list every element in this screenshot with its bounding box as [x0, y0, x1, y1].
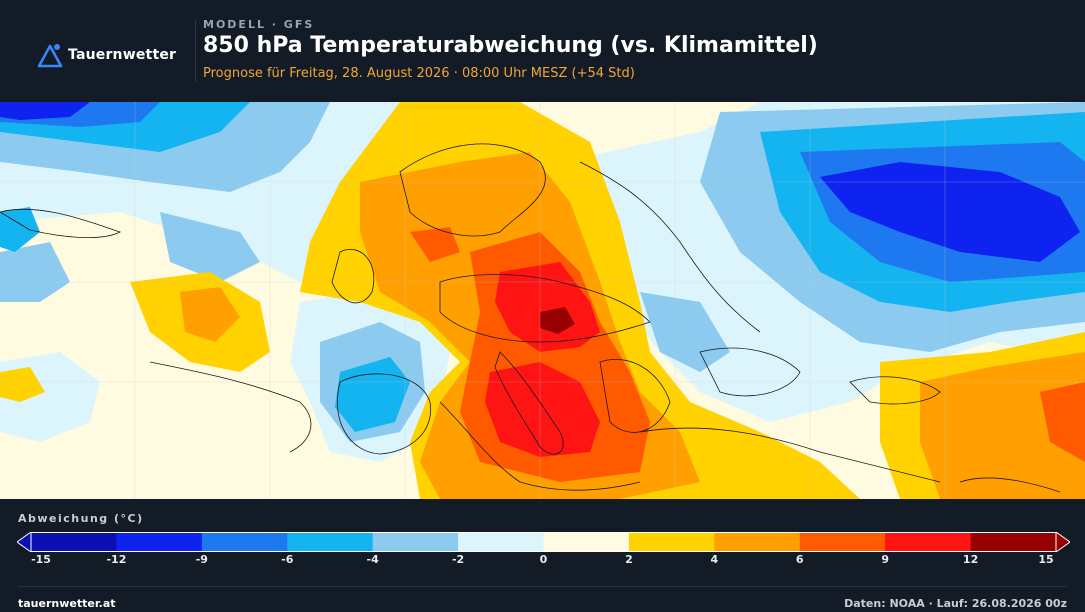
- colorbar-tick-label: 4: [710, 553, 719, 566]
- colorbar-segment: [116, 532, 203, 552]
- anomaly-band-dark-red: [540, 307, 575, 334]
- colorbar-frame: [30, 532, 1057, 552]
- legend-label: Abweichung (°C): [18, 512, 144, 525]
- colorbar-tick-label: 15: [1038, 553, 1054, 566]
- anomaly-map[interactable]: [0, 102, 1085, 499]
- anomaly-band-red: [485, 262, 600, 457]
- colorbar-segment: [885, 532, 972, 552]
- colorbar-tick-label: -6: [281, 553, 294, 566]
- colorbar-segment: [201, 532, 288, 552]
- footer-source: Daten: NOAA · Lauf: 26.08.2026 00z: [844, 597, 1067, 610]
- colorbar-tick-label: -12: [106, 553, 127, 566]
- colorbar-tick-label: -15: [31, 553, 51, 566]
- logo-text: Tauernwetter: [68, 47, 177, 63]
- colorbar-max-arrow: [1055, 531, 1071, 553]
- colorbar-segment: [714, 532, 801, 552]
- header: Tauernwetter MODELL · GFS 850 hPa Temper…: [0, 0, 1085, 102]
- colorbar-tick-label: -4: [366, 553, 379, 566]
- colorbar-segment: [287, 532, 374, 552]
- colorbar-svg: [16, 531, 1071, 553]
- colorbar-segment: [628, 532, 715, 552]
- colorbar-tick-label: 9: [881, 553, 889, 566]
- colorbar-tick-label: -2: [451, 553, 465, 566]
- anomaly-map-svg: [0, 102, 1085, 499]
- colorbar-segment: [31, 532, 117, 552]
- colorbar-ticks: -15 -12 -9 -6 -4 -2 0 2 4 6 9 12 15: [0, 553, 1085, 569]
- colorbar-tick-label: -9: [195, 553, 208, 566]
- colorbar-segment: [458, 532, 544, 552]
- logo[interactable]: Tauernwetter: [37, 42, 176, 68]
- colorbar-min-arrow: [16, 531, 32, 553]
- colorbar-segment: [799, 532, 886, 552]
- coastlines: [0, 143, 1061, 493]
- colorbar-segments: [16, 531, 1071, 553]
- header-divider: [195, 20, 196, 82]
- footer-site[interactable]: tauernwetter.at: [18, 597, 116, 610]
- colorbar-tick-label: 2: [625, 553, 633, 566]
- colorbar-segment: [970, 532, 1057, 552]
- forecast-subtitle: Prognose für Freitag, 28. August 2026 · …: [203, 66, 635, 81]
- model-eyebrow: MODELL · GFS: [203, 18, 315, 31]
- colorbar-segment: [372, 532, 459, 552]
- footer-divider: [18, 586, 1067, 587]
- colorbar-tick-label: 0: [539, 553, 548, 566]
- colorbar-segment: [543, 532, 630, 552]
- colorbar-tick-label: 6: [795, 553, 804, 566]
- mountain-logo-icon: [37, 44, 63, 68]
- colorbar: [16, 531, 1071, 556]
- page-title: 850 hPa Temperaturabweichung (vs. Klimam…: [203, 33, 818, 58]
- anomaly-band-deep-blue: [0, 102, 1080, 262]
- colorbar-tick-label: 12: [962, 553, 979, 566]
